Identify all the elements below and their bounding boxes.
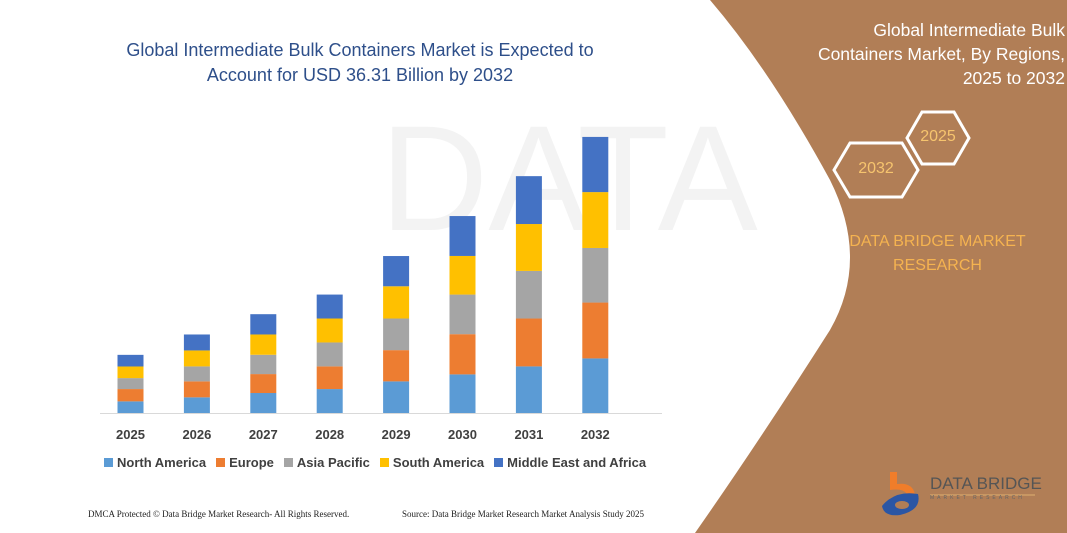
stacked-bar-chart: 2025 2026 2027 2028 2029 2030 2031 2032 [100,136,662,442]
legend-label: Middle East and Africa [507,455,647,470]
logo-text: DATA BRIDGE [930,474,1042,493]
legend-label: North America [117,455,207,470]
footer-source: Source: Data Bridge Market Research Mark… [402,509,644,519]
brand-name: DATA BRIDGE MARKET RESEARCH [820,230,1055,278]
bar-segment-2031-middle-east-and-africa [515,176,542,225]
logo-icon [882,472,919,516]
chart-title-line-2: Account for USD 36.31 Billion by 2032 [206,65,514,85]
hexagon-2025 [905,110,971,166]
legend-item: North America [104,455,206,470]
bar-segment-2027-asia-pacific [250,354,277,375]
bar-segment-2032-asia-pacific [582,247,609,303]
x-tick-label: 2026 [182,427,211,442]
bar-segment-2029-north-america [383,381,410,413]
bar-segment-2032-north-america [582,358,609,413]
x-tick-label: 2029 [382,427,411,442]
bar-segment-2028-north-america [316,389,343,413]
legend-item: Europe [216,455,274,470]
legend-item: Asia Pacific [283,455,370,470]
bar-segment-2027-middle-east-and-africa [250,314,277,335]
bar-segment-2032-europe [582,302,609,359]
bar-segment-2030-asia-pacific [449,294,476,335]
bar-segment-2028-south-america [316,318,343,343]
bar-segment-2026-asia-pacific [183,366,210,382]
legend-swatch [216,458,226,467]
bar-segment-2026-north-america [183,397,210,413]
bar-segment-2031-europe [515,318,542,367]
bar-segment-2025-asia-pacific [117,378,144,390]
hex-label-2025: 2025 [920,128,956,145]
side-title-line-2: Containers Market, By Regions, [817,44,1065,64]
legend-swatch [494,458,504,467]
bar-segment-2029-europe [383,350,410,382]
bar-segment-2031-asia-pacific [515,270,542,319]
bar-segment-2031-north-america [515,366,542,413]
bar-segment-2029-middle-east-and-africa [383,256,410,287]
bar-segment-2032-middle-east-and-africa [582,136,609,193]
side-panel [695,0,1067,533]
side-panel-title: Global Intermediate Bulk Containers Mark… [815,18,1065,90]
bar-segment-2025-europe [117,389,144,402]
chart-legend: North America Europe Asia Pacific South Ame… [104,455,646,470]
legend-item: South America [379,455,485,470]
side-title-line-1: Global Intermediate Bulk [873,20,1065,40]
bar-segment-2032-south-america [582,192,609,248]
brand-line-1: DATA BRIDGE MARKET [849,233,1026,250]
bar-segment-2025-south-america [117,366,144,379]
x-tick-label: 2032 [581,427,610,442]
bar-segment-2025-north-america [117,401,144,413]
side-title-line-3: 2025 to 2032 [962,68,1065,88]
hexagon-2032 [832,141,920,199]
x-tick-label: 2027 [249,427,278,442]
bar-segment-2025-middle-east-and-africa [117,354,144,367]
bar-segment-2028-middle-east-and-africa [316,294,343,319]
hex-label-2032: 2032 [858,160,894,177]
legend-swatch [379,458,389,467]
footer-copyright: DMCA Protected © Data Bridge Market Rese… [88,509,350,519]
bar-segment-2026-europe [183,381,210,398]
legend-label: South America [392,455,485,470]
bar-segment-2030-south-america [449,255,476,295]
chart-title-line-1: Global Intermediate Bulk Containers Mark… [126,40,594,60]
bar-segment-2030-europe [449,334,476,375]
bar-segment-2027-north-america [250,393,277,413]
bar-segment-2026-middle-east-and-africa [183,334,210,351]
chart-title: Global Intermediate Bulk Containers Mark… [95,38,625,88]
bar-segment-2028-europe [316,366,343,390]
x-tick-label: 2025 [116,427,145,442]
legend-label: Asia Pacific [296,455,370,470]
brand-line-2: RESEARCH [893,257,982,274]
bar-segment-2030-middle-east-and-africa [449,216,476,256]
legend-item: Middle East and Africa [494,455,646,470]
bar-segment-2031-south-america [515,224,542,271]
x-tick-label: 2031 [514,427,543,442]
bar-segment-2030-north-america [449,374,476,413]
legend-swatch [104,458,113,467]
watermark: DATA [380,94,758,262]
bar-segment-2026-south-america [183,350,210,367]
legend-swatch [283,458,293,467]
legend-label: Europe [229,455,274,470]
bar-segment-2027-south-america [250,334,277,355]
x-tick-label: 2028 [315,427,344,442]
bar-segment-2029-asia-pacific [383,318,410,351]
bar-segment-2028-asia-pacific [316,342,343,367]
bar-segment-2027-europe [250,374,277,394]
bar-segment-2029-south-america [383,286,410,319]
logo-subtext: MARKET RESEARCH [930,495,1025,501]
x-tick-label: 2030 [448,427,477,442]
